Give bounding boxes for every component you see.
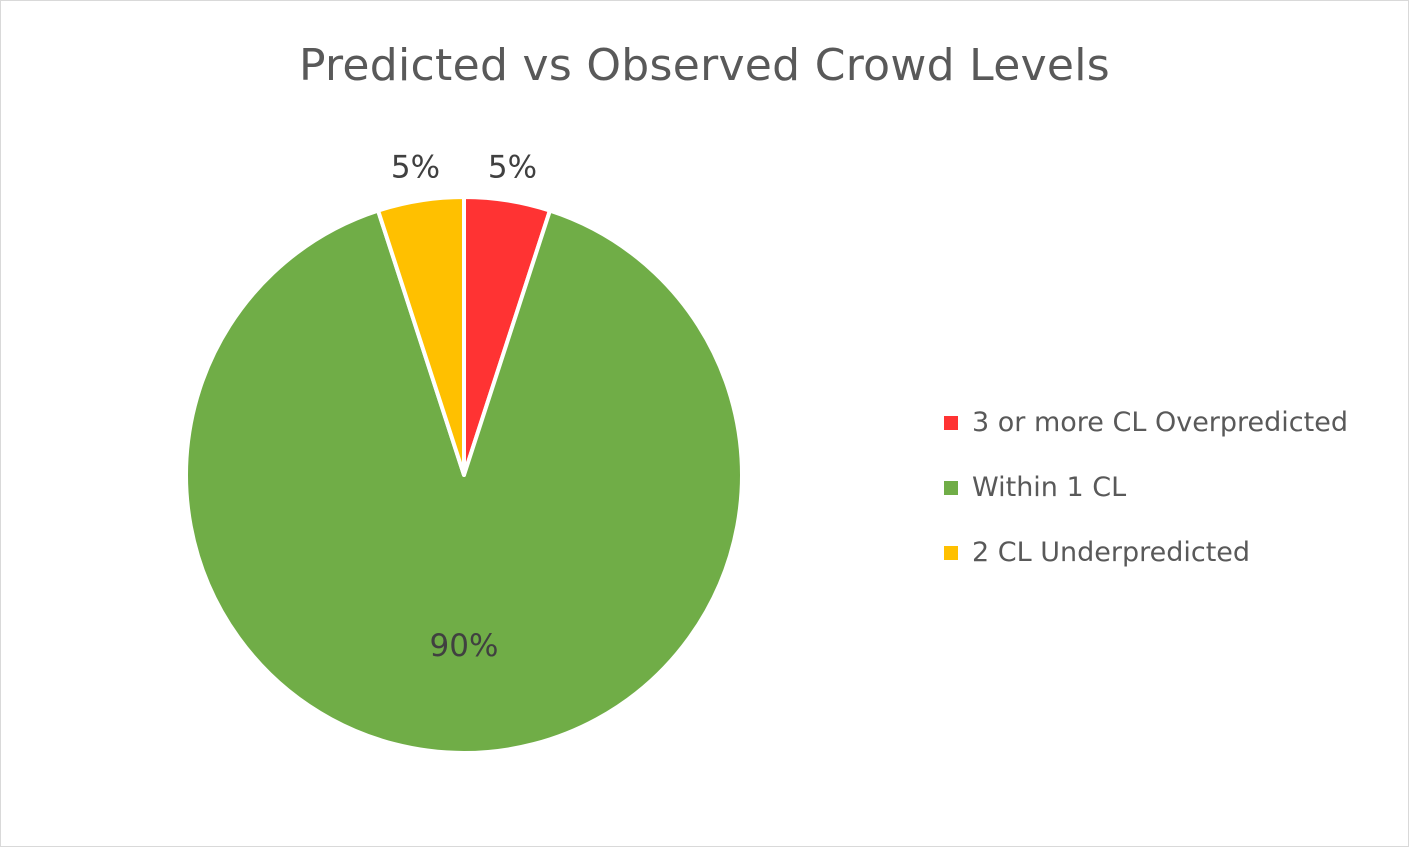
legend-label: 2 CL Underpredicted xyxy=(972,537,1251,568)
data-label-2: 90% xyxy=(430,628,499,664)
legend-swatch xyxy=(944,415,958,430)
legend-item-3: 2 CL Underpredicted xyxy=(944,520,1348,585)
pie-slice-2 xyxy=(184,208,744,755)
legend-label: Within 1 CL xyxy=(972,472,1127,503)
data-label-1: 5% xyxy=(488,149,537,185)
legend-item-2: Within 1 CL xyxy=(944,455,1348,520)
legend-swatch xyxy=(944,480,958,495)
chart-legend: 3 or more CL Overpredicted Within 1 CL 2 C… xyxy=(944,390,1348,585)
legend-swatch xyxy=(944,545,958,560)
pie-slice-3 xyxy=(376,195,466,477)
legend-item-1: 3 or more CL Overpredicted xyxy=(944,390,1348,455)
legend-label: 3 or more CL Overpredicted xyxy=(972,407,1348,438)
data-label-3: 5% xyxy=(391,149,440,185)
pie-data-labels: 5% 90% 5% xyxy=(391,149,537,664)
chart-title: Predicted vs Observed Crowd Levels xyxy=(298,40,1111,91)
pie-slices xyxy=(184,195,744,755)
